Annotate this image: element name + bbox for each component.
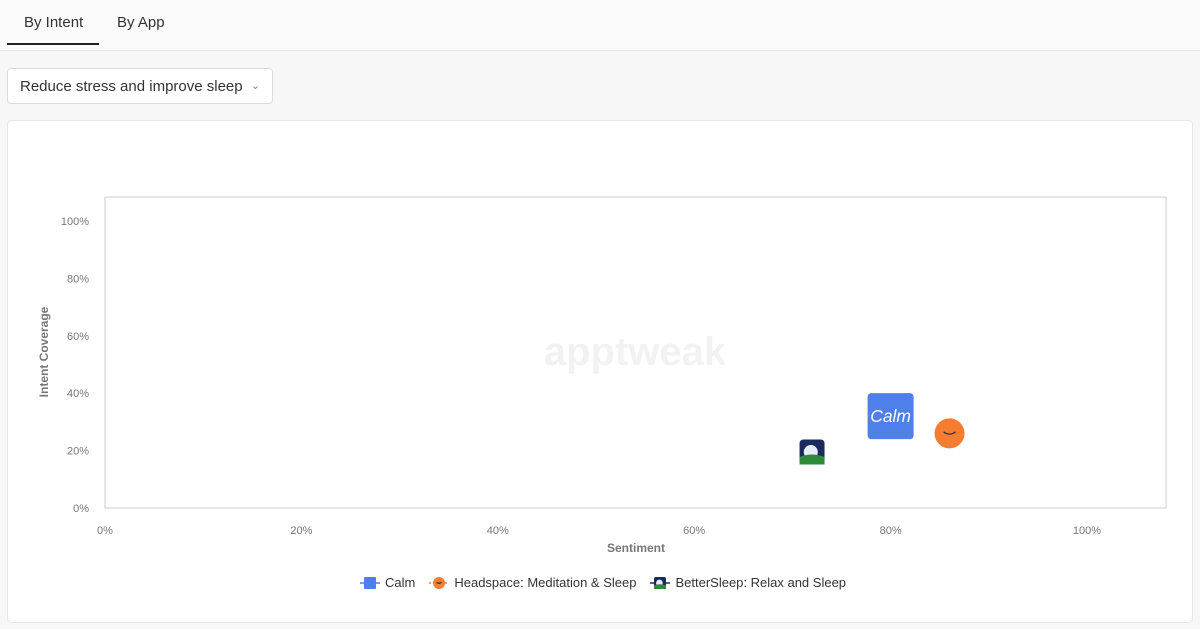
chevron-down-icon: ⌄: [250, 80, 260, 92]
legend-marker[interactable]: [433, 576, 446, 589]
data-point-bettersleep[interactable]: [799, 439, 825, 465]
legend-label: BetterSleep: Relax and Sleep: [675, 575, 847, 590]
legend-item[interactable]: Headspace: Meditation & Sleep: [429, 575, 636, 590]
x-tick-label: 80%: [880, 525, 902, 537]
x-tick-label: 100%: [1073, 525, 1101, 537]
legend-item[interactable]: Calm: [360, 575, 415, 590]
x-tick-label: 0%: [97, 525, 113, 537]
watermark: apptweak: [544, 330, 727, 374]
tab-bar: By Intent By App: [0, 0, 1200, 51]
y-tick-label: 80%: [67, 273, 89, 285]
data-point-headspace[interactable]: [934, 418, 965, 449]
x-tick-label: 60%: [683, 525, 705, 537]
intent-select-value: Reduce stress and improve sleep: [20, 78, 243, 95]
legend-marker[interactable]: [654, 576, 667, 589]
x-tick-label: 20%: [290, 525, 312, 537]
data-point-calm[interactable]: Calm: [867, 393, 914, 440]
chart-card: [7, 120, 1193, 623]
tab-by-app[interactable]: By App: [117, 14, 165, 31]
y-tick-label: 40%: [67, 388, 89, 400]
legend-item[interactable]: BetterSleep: Relax and Sleep: [650, 575, 846, 590]
tab-by-intent[interactable]: By Intent: [7, 14, 100, 45]
y-tick-label: 0%: [73, 503, 89, 515]
bettersleep-legend-icon: [650, 576, 671, 589]
y-tick-label: 60%: [67, 331, 89, 343]
x-axis-label: Sentiment: [607, 541, 665, 555]
legend-label: Calm: [385, 575, 416, 590]
intent-select[interactable]: Reduce stress and improve sleep ⌄: [7, 68, 273, 104]
y-tick-label: 20%: [67, 446, 89, 458]
y-axis-label: Intent Coverage: [37, 306, 51, 397]
headspace-legend-icon: [429, 576, 450, 589]
y-tick-label: 100%: [61, 216, 89, 228]
legend: Calm Headspace: Meditation & Sleep BetterS…: [360, 575, 846, 590]
svg-text:Calm: Calm: [870, 406, 911, 426]
plot-frame: [104, 196, 1167, 509]
x-tick-label: 40%: [487, 525, 509, 537]
legend-marker[interactable]: [364, 576, 376, 589]
calm-legend-icon: [360, 576, 380, 589]
legend-label: Headspace: Meditation & Sleep: [454, 575, 637, 590]
